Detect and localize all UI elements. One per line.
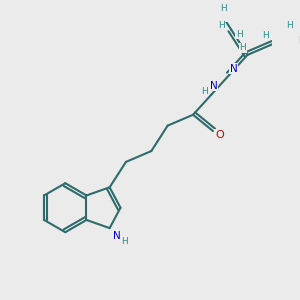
Text: H: H	[286, 21, 292, 30]
Text: N: N	[230, 64, 238, 74]
Text: H: H	[202, 87, 208, 96]
Text: H: H	[121, 237, 128, 246]
Text: H: H	[236, 29, 243, 38]
Text: H: H	[220, 4, 227, 13]
Text: H: H	[218, 21, 224, 30]
Text: N: N	[113, 231, 121, 241]
Text: H: H	[240, 43, 246, 52]
Text: O: O	[215, 130, 224, 140]
Text: H: H	[262, 32, 269, 40]
Text: H: H	[298, 36, 300, 45]
Text: N: N	[210, 81, 218, 91]
